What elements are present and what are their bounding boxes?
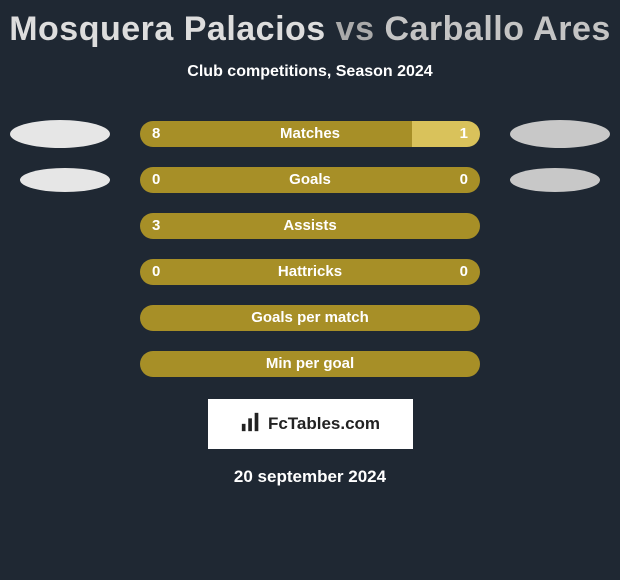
stat-bar: Goals per match (140, 305, 480, 331)
stats-list: 81Matches 00Goals 3Assists 00Hattricks Goals… (0, 121, 620, 377)
stat-label: Matches (140, 121, 480, 147)
date-label: 20 september 2024 (0, 467, 620, 487)
root: Mosquera Palacios vs Carballo Ares Club … (0, 0, 620, 580)
vs-text: vs (336, 10, 375, 48)
stat-label: Goals (140, 167, 480, 193)
stat-bar: Min per goal (140, 351, 480, 377)
stat-bar: 3Assists (140, 213, 480, 239)
stat-row: 00Goals (0, 167, 620, 193)
player1-name: Mosquera Palacios (9, 10, 326, 48)
stat-row: 3Assists (0, 213, 620, 239)
p2-ellipse (510, 120, 610, 148)
stat-label: Min per goal (140, 351, 480, 377)
stat-label: Hattricks (140, 259, 480, 285)
stat-row: Min per goal (0, 351, 620, 377)
p1-ellipse (20, 168, 110, 192)
page-title: Mosquera Palacios vs Carballo Ares (0, 0, 620, 49)
stat-bar: 00Hattricks (140, 259, 480, 285)
stat-label: Assists (140, 213, 480, 239)
stat-row: Goals per match (0, 305, 620, 331)
logo-text: FcTables.com (268, 414, 380, 434)
logo-box[interactable]: FcTables.com (208, 399, 413, 449)
stat-row: 00Hattricks (0, 259, 620, 285)
p1-ellipse (10, 120, 110, 148)
p2-ellipse (510, 168, 600, 192)
bar-chart-icon (240, 411, 262, 438)
stat-bar: 81Matches (140, 121, 480, 147)
player2-name: Carballo Ares (384, 10, 610, 48)
stat-row: 81Matches (0, 121, 620, 147)
stat-bar: 00Goals (140, 167, 480, 193)
subtitle: Club competitions, Season 2024 (0, 63, 620, 81)
stat-label: Goals per match (140, 305, 480, 331)
